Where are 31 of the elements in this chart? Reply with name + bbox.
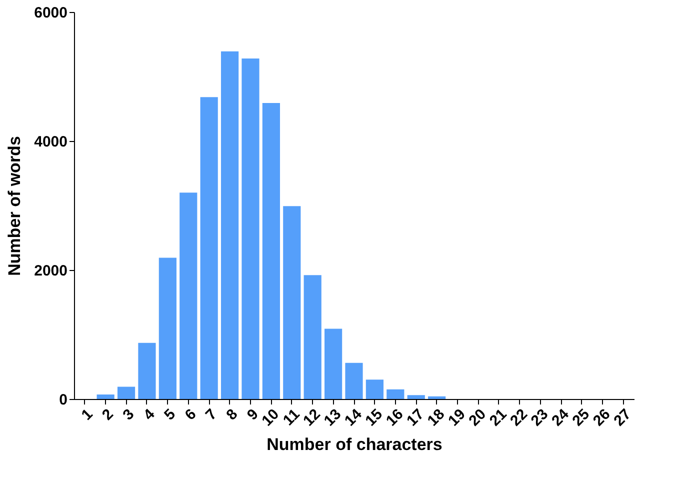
x-axis-title: Number of characters: [266, 434, 442, 454]
bar: [158, 258, 176, 399]
bar: [283, 206, 301, 399]
bar: [220, 51, 239, 399]
x-tick-label: 7: [202, 406, 220, 424]
bar: [180, 192, 198, 399]
y-tick-label: 4000: [34, 134, 68, 150]
bar: [366, 380, 384, 399]
bar: [138, 342, 156, 399]
y-tick-label: 0: [59, 392, 68, 408]
x-tick-label: 5: [161, 406, 179, 424]
y-axis-title: Number of words: [5, 136, 24, 276]
bar: [117, 386, 136, 399]
bar: [242, 58, 260, 399]
bar: [96, 394, 114, 399]
x-tick-label: 8: [223, 406, 242, 424]
bar: [200, 97, 218, 399]
x-tick-label: 4: [140, 405, 159, 424]
bar: [428, 396, 446, 399]
bar: [407, 395, 425, 399]
bar: [324, 328, 342, 399]
bar: [262, 102, 280, 399]
x-tick-label: 1: [78, 406, 96, 424]
x-tick-label: 6: [182, 406, 200, 424]
bar: [386, 389, 404, 399]
y-tick-label: 6000: [34, 4, 68, 22]
bar: [345, 362, 363, 399]
bar: [304, 275, 322, 399]
x-tick-label: 2: [98, 406, 117, 424]
y-tick-label: 2000: [34, 262, 68, 280]
x-tick-label: 3: [120, 406, 138, 424]
